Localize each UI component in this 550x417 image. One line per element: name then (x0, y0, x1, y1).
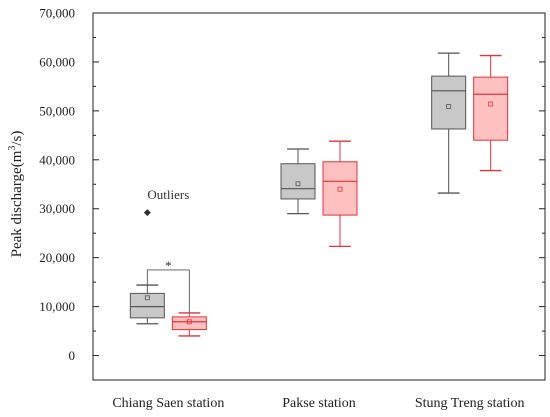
y-tick-label: 50,000 (39, 103, 75, 118)
y-axis-label: Peak discharge(m3/s) (7, 131, 25, 258)
y-tick-label: 60,000 (39, 54, 75, 69)
boxes-layer (129, 52, 509, 337)
box-plot (171, 312, 207, 337)
mean-marker (488, 101, 494, 107)
box-iqr (280, 163, 316, 200)
mean-marker (295, 181, 301, 187)
plot-border (92, 12, 546, 381)
x-axis: Chiang Saen station Pakse station Stung Tr… (112, 396, 524, 411)
plot-frame (92, 12, 546, 381)
y-tick-label: 70,000 (39, 6, 75, 21)
box-plot (322, 140, 358, 248)
y-tick-label: 40,000 (39, 152, 75, 167)
outliers-label: Outliers (147, 187, 189, 202)
mean-marker (144, 295, 150, 301)
box-plot (129, 209, 165, 325)
box-plot (473, 54, 509, 172)
x-category-label: Chiang Saen station (112, 396, 224, 411)
x-category-label: Stung Treng station (415, 396, 525, 411)
significance-bracket (146, 269, 190, 313)
y-tick-label: 30,000 (39, 201, 75, 216)
y-tick-label: 10,000 (39, 299, 75, 314)
box-iqr (431, 75, 467, 130)
mean-marker (446, 104, 452, 109)
box-iqr (322, 161, 358, 216)
box-plot (431, 52, 467, 194)
annotations-layer: Outliers * (146, 187, 190, 313)
y-axis: 0 10,000 20,000 30,000 40,000 50,000 60,000 70,… (39, 6, 545, 363)
outlier-point (143, 209, 151, 217)
mean-marker (337, 186, 343, 192)
x-category-label: Pakse station (282, 396, 356, 411)
box-iqr (171, 316, 207, 331)
y-tick-label: 0 (69, 348, 76, 363)
box-plot (280, 148, 316, 215)
box-iqr (129, 292, 165, 319)
box-iqr (473, 76, 509, 141)
significance-star: * (165, 258, 172, 273)
mean-marker (186, 319, 192, 325)
y-tick-label: 20,000 (39, 250, 75, 265)
